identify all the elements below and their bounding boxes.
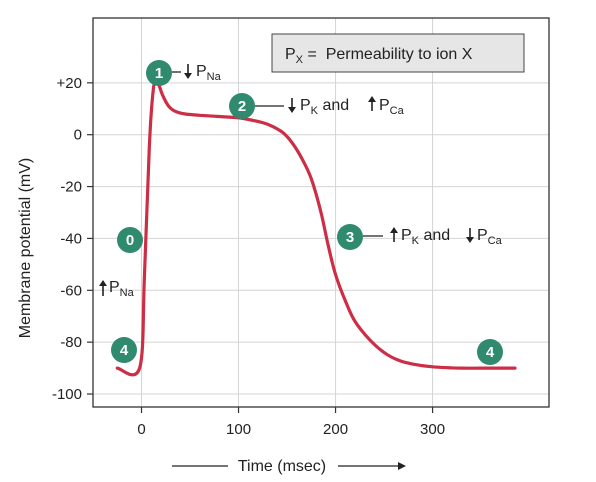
x-tick-label: 100 <box>226 421 251 438</box>
phase-1-text: PNa <box>196 63 222 83</box>
y-tick-label: 0 <box>74 127 82 144</box>
arrow-down-icon <box>288 98 296 113</box>
phase-3-badge <box>337 224 363 250</box>
series-layer <box>115 80 517 377</box>
arrow-up-icon <box>99 280 107 296</box>
y-tick-label: -40 <box>60 230 82 247</box>
tick-labels: 0 100 200 300 +20 0 -20 -40 -60 -80 -100 <box>52 75 445 438</box>
x-axis-label: Time (msec) <box>238 458 326 475</box>
y-tick-label: +20 <box>57 75 82 92</box>
phase-1-badge-label: 1 <box>155 65 163 82</box>
phase-4-badge-right-label: 4 <box>486 344 495 361</box>
y-tick-label: -80 <box>60 334 82 351</box>
phase-3-text-pk: PK and <box>401 227 455 247</box>
legend-text: PX = Permeability to ion X <box>285 46 473 66</box>
axes <box>87 17 550 413</box>
arrow-up-icon <box>368 96 376 111</box>
phase-0-badge-label: 0 <box>126 232 134 249</box>
x-axis-title: Time (msec) <box>172 458 406 475</box>
x-tick-label: 0 <box>137 421 145 438</box>
x-tick-label: 300 <box>420 421 445 438</box>
phase-0-text: PNa <box>109 279 135 299</box>
arrow-down-icon <box>184 64 192 79</box>
phase-annotations: 1 PNa 2 PK and PCa <box>99 60 503 365</box>
y-tick-label: -20 <box>60 179 82 196</box>
phase-1-badge <box>146 60 172 86</box>
legend-box: PX = Permeability to ion X <box>271 33 525 73</box>
phase-3-badge-label: 3 <box>346 229 354 246</box>
action-potential-line <box>115 80 517 377</box>
phase-2-text-pca: PCa <box>379 97 405 117</box>
arrow-up-icon <box>390 227 398 242</box>
phase-2-badge <box>229 93 255 119</box>
phase-2-badge-label: 2 <box>238 98 246 115</box>
arrow-down-icon <box>466 228 474 243</box>
plot-frame <box>92 17 550 408</box>
phase-3-text-pca: PCa <box>477 227 503 247</box>
phase-2-annotation: 2 PK and PCa <box>229 93 405 119</box>
arrow-right-icon <box>398 462 406 470</box>
phase-4-badge-right <box>477 339 503 365</box>
phase-4-annotation-right: 4 <box>477 339 503 365</box>
legend-box-frame <box>271 33 525 73</box>
x-tick-label: 200 <box>323 421 348 438</box>
phase-4-annotation-left: 4 <box>111 337 137 363</box>
phase-0-badge <box>117 227 143 253</box>
phase-4-badge-left <box>111 337 137 363</box>
grid <box>93 18 549 407</box>
y-axis-label: Membrane potential (mV) <box>17 158 34 339</box>
phase-0-annotation: 0 PNa <box>99 227 143 299</box>
phase-1-annotation: 1 PNa <box>146 60 222 86</box>
phase-2-text-pk: PK and <box>300 97 354 117</box>
phase-3-annotation: 3 PK and PCa <box>337 224 503 250</box>
phase-4-badge-left-label: 4 <box>120 342 129 359</box>
y-tick-label: -60 <box>60 282 82 299</box>
y-tick-label: -100 <box>52 386 82 403</box>
